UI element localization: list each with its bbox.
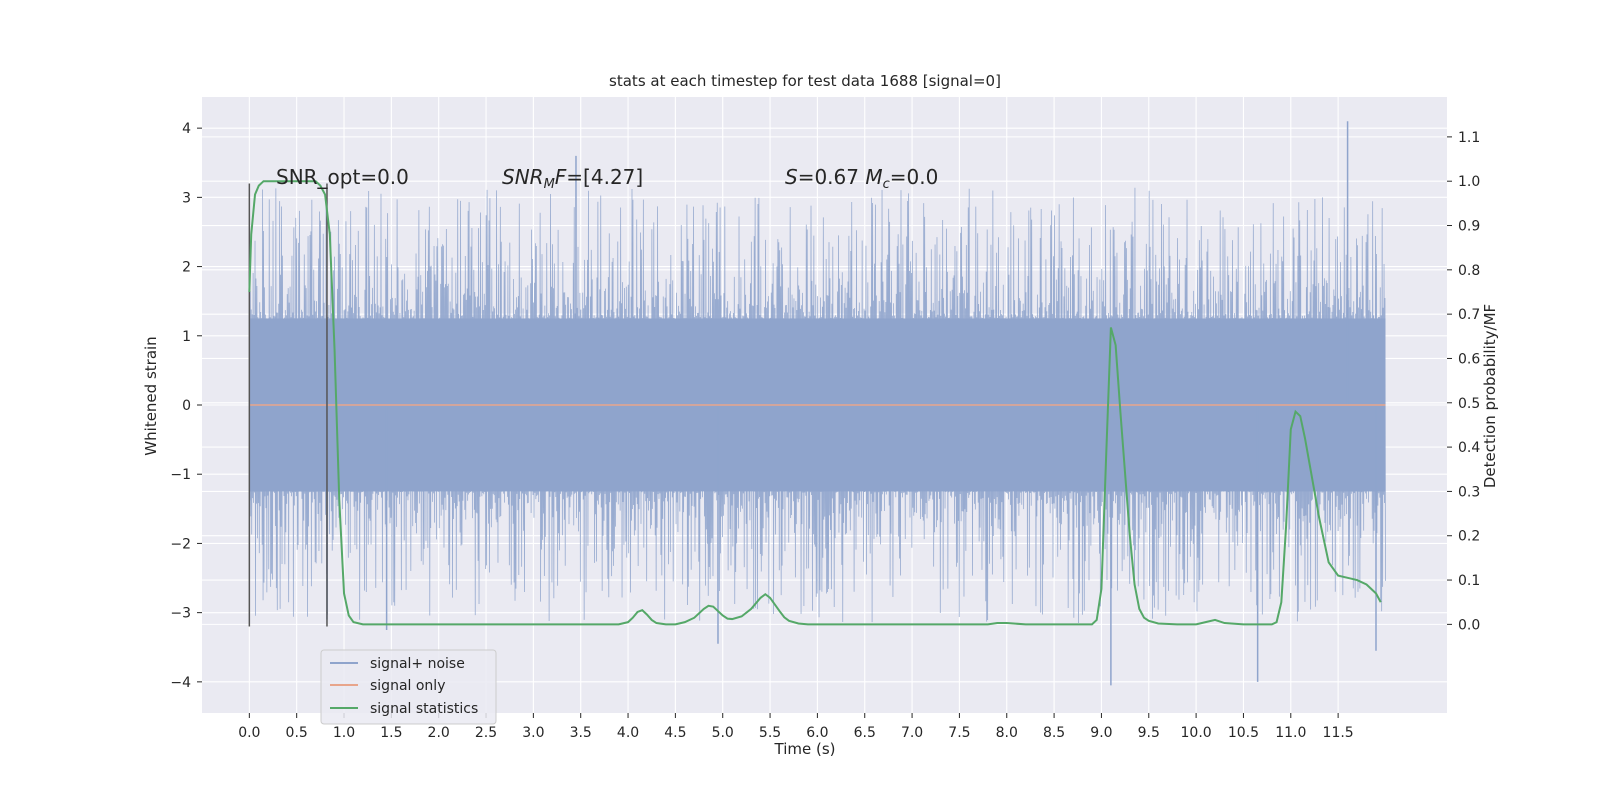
x-tick-label: 6.0 xyxy=(806,725,828,741)
x-tick-label: 10.5 xyxy=(1228,725,1259,741)
y-right-tick-label: 0.3 xyxy=(1458,484,1480,500)
y-tick-label: −1 xyxy=(170,467,191,483)
x-tick-label: 2.0 xyxy=(428,725,450,741)
y-right-tick-label: 0.0 xyxy=(1458,617,1480,633)
y-right-tick-label: 0.7 xyxy=(1458,307,1480,323)
y-right-tick-label: 0.2 xyxy=(1458,529,1480,545)
x-tick-label: 5.0 xyxy=(712,725,734,741)
x-tick-label: 0.0 xyxy=(238,725,260,741)
y-right-tick-label: 1.1 xyxy=(1458,130,1480,146)
y-tick-label: 2 xyxy=(182,260,191,276)
x-tick-label: 4.0 xyxy=(617,725,639,741)
y-axis-label: Whitened strain xyxy=(142,336,160,455)
x-tick-label: 9.5 xyxy=(1138,725,1160,741)
y-tick-label: 3 xyxy=(182,190,191,206)
annotation-s-mc: S=0.67 Mc=0.0 xyxy=(785,165,938,192)
y-right-tick-label: 0.4 xyxy=(1458,440,1480,456)
y-tick-label: −2 xyxy=(170,536,191,552)
annotations: SNR_opt=0.0 SNRMF=[4.27] S=0.67 Mc=0.0 xyxy=(276,165,938,192)
annotation-snr-opt: SNR_opt=0.0 xyxy=(276,165,409,189)
chart-title: stats at each timestep for test data 168… xyxy=(609,72,1001,90)
annotation-snr-mf: SNRMF=[4.27] xyxy=(502,165,643,192)
x-tick-label: 5.5 xyxy=(759,725,781,741)
legend-box xyxy=(320,649,497,725)
y-tick-label: −3 xyxy=(170,606,191,622)
y-axis-right: 0.0 0.1 0.2 0.3 0.4 0.5 0.6 0.7 0.8 0.9 1.0 1.1 xyxy=(1447,130,1480,633)
x-axis: 0.0 0.5 1.0 1.5 2.0 2.5 3.0 3.5 4.0 4.5 5.0 5.5 6.0 6… xyxy=(238,713,1354,741)
y-right-tick-label: 0.1 xyxy=(1458,573,1480,589)
x-axis-label: Time (s) xyxy=(774,740,836,758)
y-tick-label: −4 xyxy=(170,675,191,691)
y-right-tick-label: 1.0 xyxy=(1458,174,1480,190)
x-tick-label: 7.5 xyxy=(948,725,970,741)
x-tick-label: 10.0 xyxy=(1181,725,1212,741)
vertical-markers xyxy=(248,183,328,627)
x-tick-label: 8.5 xyxy=(1043,725,1065,741)
legend-label-signal: signal only xyxy=(370,678,445,694)
x-tick-label: 7.0 xyxy=(901,725,923,741)
y-right-tick-label: 0.9 xyxy=(1458,219,1480,235)
y-axis-left: −4 −3 −2 −1 0 1 2 3 4 xyxy=(170,121,202,691)
x-tick-label: 2.5 xyxy=(475,725,497,741)
x-tick-label: 11.0 xyxy=(1275,725,1306,741)
y-right-tick-label: 0.6 xyxy=(1458,351,1480,367)
y-tick-label: 1 xyxy=(182,329,191,345)
x-tick-label: 1.5 xyxy=(380,725,402,741)
signal-statistics-line xyxy=(248,180,1382,626)
x-tick-label: 6.5 xyxy=(854,725,876,741)
x-tick-label: 0.5 xyxy=(286,725,308,741)
signal-statistics-series xyxy=(248,180,1382,626)
x-tick-label: 8.0 xyxy=(996,725,1018,741)
y-tick-label: 0 xyxy=(182,398,191,414)
y-right-tick-label: 0.5 xyxy=(1458,396,1480,412)
legend-label-stats: signal statistics xyxy=(370,701,478,717)
y-tick-label: 4 xyxy=(182,121,191,137)
x-tick-label: 3.0 xyxy=(522,725,544,741)
y-right-axis-label: Detection probability/MF xyxy=(1481,304,1499,488)
x-tick-label: 1.0 xyxy=(333,725,355,741)
x-tick-label: 11.5 xyxy=(1323,725,1354,741)
legend-label-noise: signal+ noise xyxy=(370,656,465,672)
x-tick-label: 3.5 xyxy=(570,725,592,741)
legend: signal+ noise signal only signal statist… xyxy=(320,649,497,725)
y-right-tick-label: 0.8 xyxy=(1458,263,1480,279)
x-tick-label: 9.0 xyxy=(1090,725,1112,741)
x-tick-label: 4.5 xyxy=(664,725,686,741)
